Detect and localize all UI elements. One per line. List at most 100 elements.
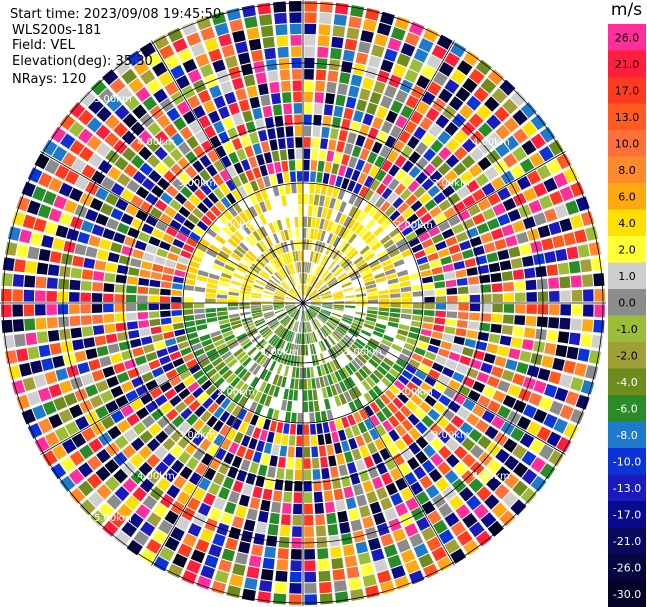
range-gate bbox=[187, 213, 200, 225]
range-gate bbox=[182, 243, 195, 253]
range-gate bbox=[295, 458, 303, 469]
range-gate bbox=[331, 332, 340, 342]
range-gate bbox=[441, 228, 455, 239]
range-gate bbox=[130, 195, 144, 208]
range-gate bbox=[536, 426, 552, 442]
range-gate bbox=[422, 163, 436, 177]
range-gate bbox=[263, 344, 272, 355]
range-gate bbox=[463, 50, 480, 67]
range-gate bbox=[314, 354, 320, 366]
range-gate bbox=[435, 477, 450, 492]
range-gate bbox=[381, 406, 393, 419]
range-gate bbox=[391, 254, 403, 263]
range-gate bbox=[377, 570, 392, 584]
range-gate bbox=[125, 294, 137, 303]
range-gate bbox=[491, 502, 508, 518]
range-gate bbox=[492, 293, 503, 302]
colorbar-swatches bbox=[608, 24, 646, 607]
range-gate bbox=[107, 252, 120, 263]
range-gate bbox=[213, 339, 225, 347]
range-gate bbox=[303, 401, 309, 413]
range-gate bbox=[418, 232, 431, 243]
range-gate bbox=[308, 321, 312, 332]
range-gate bbox=[69, 487, 86, 504]
range-gate bbox=[280, 315, 289, 323]
range-gate bbox=[292, 515, 302, 526]
range-gate bbox=[178, 141, 191, 156]
range-gate bbox=[218, 319, 230, 325]
range-gate bbox=[450, 178, 465, 191]
range-gate bbox=[469, 303, 481, 312]
range-gate bbox=[431, 331, 443, 340]
range-gate bbox=[519, 350, 532, 363]
range-gate bbox=[182, 110, 196, 125]
range-gate bbox=[185, 442, 198, 455]
range-gate bbox=[308, 401, 314, 412]
range-gate bbox=[580, 380, 595, 395]
range-gate bbox=[258, 129, 268, 142]
range-gate bbox=[260, 94, 271, 107]
range-gate bbox=[289, 308, 298, 316]
range-gate bbox=[355, 159, 366, 171]
range-gate bbox=[288, 291, 297, 299]
range-gate bbox=[379, 145, 391, 159]
range-gate bbox=[415, 436, 429, 449]
range-gate bbox=[110, 410, 125, 424]
range-gate bbox=[269, 455, 278, 467]
range-gate bbox=[297, 250, 301, 262]
range-gate bbox=[254, 203, 263, 215]
range-gate bbox=[414, 225, 427, 236]
range-gate bbox=[574, 229, 587, 244]
range-gate bbox=[346, 566, 360, 579]
range-gate bbox=[104, 114, 120, 130]
range-gate bbox=[218, 462, 230, 475]
range-gate bbox=[292, 80, 302, 91]
range-gate bbox=[446, 311, 458, 319]
range-gate bbox=[444, 423, 458, 436]
range-gate bbox=[332, 292, 344, 297]
range-gate bbox=[364, 320, 376, 326]
colorbar-swatch bbox=[608, 527, 646, 555]
range-gate bbox=[130, 154, 145, 169]
range-gate bbox=[241, 317, 253, 323]
range-gate bbox=[176, 101, 191, 115]
range-gate bbox=[169, 375, 182, 387]
range-gate bbox=[255, 258, 266, 268]
range-gate bbox=[408, 151, 421, 164]
range-gate bbox=[140, 201, 153, 214]
range-gate bbox=[519, 433, 535, 448]
range-gate bbox=[431, 546, 447, 562]
range-gate bbox=[114, 156, 129, 171]
range-gate bbox=[427, 81, 442, 96]
range-gate bbox=[407, 180, 420, 193]
colorbar-swatch bbox=[608, 474, 646, 502]
range-gate bbox=[345, 300, 356, 303]
range-gate bbox=[268, 334, 277, 344]
range-gate bbox=[289, 583, 302, 594]
range-gate bbox=[273, 297, 285, 300]
range-gate bbox=[104, 132, 120, 147]
range-gate bbox=[230, 376, 241, 388]
range-gate bbox=[259, 355, 268, 366]
range-gate bbox=[307, 321, 311, 332]
range-gate bbox=[414, 250, 426, 259]
range-gate bbox=[548, 221, 562, 235]
range-gate bbox=[502, 314, 514, 324]
range-gate bbox=[330, 466, 339, 478]
range-gate bbox=[429, 388, 442, 400]
range-gate bbox=[213, 497, 226, 511]
range-gate bbox=[585, 365, 599, 380]
range-gate bbox=[281, 254, 288, 265]
range-gate bbox=[293, 492, 302, 503]
range-gate bbox=[80, 373, 94, 386]
range-gate bbox=[380, 533, 394, 547]
range-gate bbox=[322, 303, 333, 305]
range-gate bbox=[146, 512, 162, 527]
range-gate bbox=[424, 245, 437, 255]
range-gate bbox=[269, 321, 279, 329]
range-gate bbox=[229, 574, 244, 587]
range-gate bbox=[484, 96, 500, 112]
range-gate bbox=[98, 88, 115, 104]
range-gate bbox=[368, 238, 379, 248]
range-gate bbox=[526, 170, 542, 185]
